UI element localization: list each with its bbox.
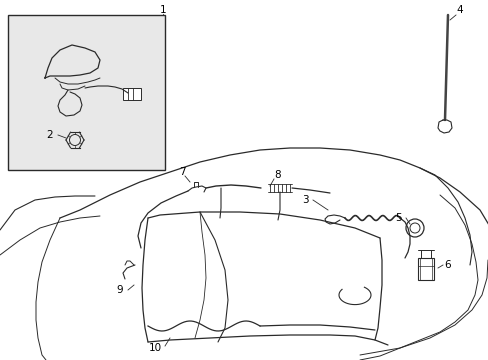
Bar	[417, 258, 433, 280]
Bar	[123, 88, 141, 100]
Text: 7: 7	[178, 167, 185, 177]
Text: 5: 5	[394, 213, 401, 223]
Text: 8: 8	[274, 170, 281, 180]
Bar	[8, 15, 164, 170]
Text: 1: 1	[160, 5, 166, 15]
Text: 10: 10	[148, 343, 161, 353]
Text: 4: 4	[456, 5, 462, 15]
Text: 3: 3	[301, 195, 307, 205]
Text: 2: 2	[46, 130, 53, 140]
Text: 9: 9	[117, 285, 123, 295]
Text: 6: 6	[444, 260, 450, 270]
